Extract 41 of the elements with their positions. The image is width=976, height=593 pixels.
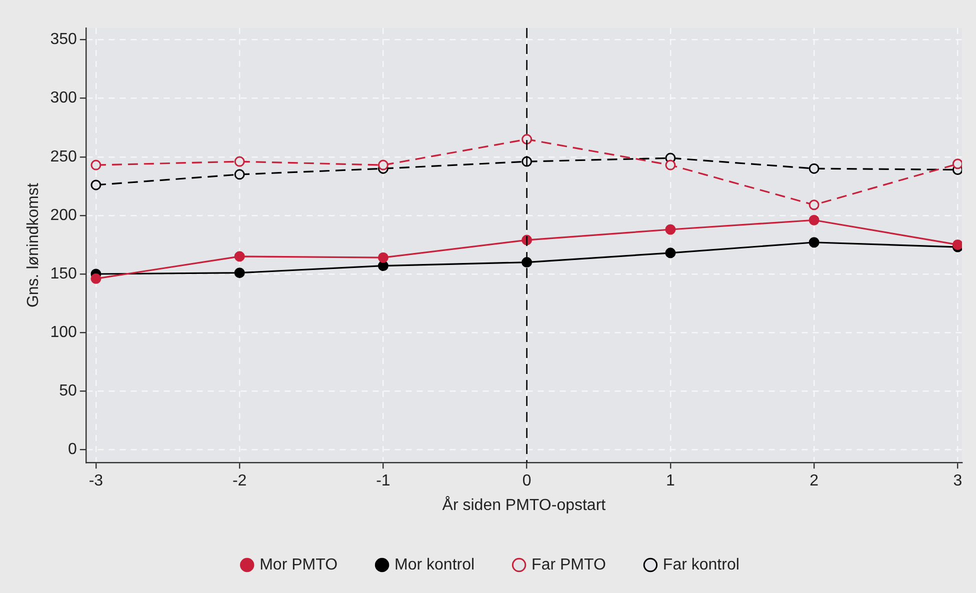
point <box>808 237 820 248</box>
point <box>522 257 532 268</box>
legend-label: Mor PMTO <box>260 556 338 574</box>
point <box>234 156 245 167</box>
point <box>90 160 102 170</box>
y-axis-title: Gns. lønindkomst <box>25 182 42 308</box>
y-tick-label: 200 <box>50 206 77 224</box>
point <box>952 158 962 170</box>
x-tick-label: -1 <box>376 472 390 490</box>
legend-label: Mor kontrol <box>394 556 475 574</box>
x-tick-label: -2 <box>232 472 247 490</box>
point <box>522 134 532 145</box>
point <box>234 251 245 262</box>
x-tick-label: -3 <box>88 472 104 490</box>
legend-label: Far PMTO <box>532 556 606 574</box>
point <box>378 160 388 170</box>
point <box>378 252 388 263</box>
y-tick-label: 350 <box>50 31 77 48</box>
point <box>808 200 820 210</box>
point <box>90 273 102 284</box>
y-tick-label: 100 <box>50 324 77 341</box>
point <box>952 239 962 250</box>
point <box>234 268 245 278</box>
x-axis-title: År siden PMTO-opstart <box>442 496 606 514</box>
point <box>90 180 102 190</box>
y-tick-label: 300 <box>50 90 77 107</box>
y-tick-label: 0 <box>68 441 77 458</box>
x-tick-label: 0 <box>522 472 532 490</box>
y-tick-label: 50 <box>59 382 77 400</box>
x-tick-label: 1 <box>666 472 675 490</box>
point <box>808 214 820 226</box>
point <box>665 160 676 170</box>
legend-label: Far kontrol <box>662 556 740 574</box>
point <box>665 248 676 258</box>
point <box>665 224 676 235</box>
y-tick-label: 250 <box>50 148 77 166</box>
point <box>808 163 820 174</box>
y-tick-label: 150 <box>50 265 77 282</box>
x-tick-label: 2 <box>810 472 819 490</box>
x-tick-label: 3 <box>953 472 962 490</box>
point <box>234 169 245 180</box>
